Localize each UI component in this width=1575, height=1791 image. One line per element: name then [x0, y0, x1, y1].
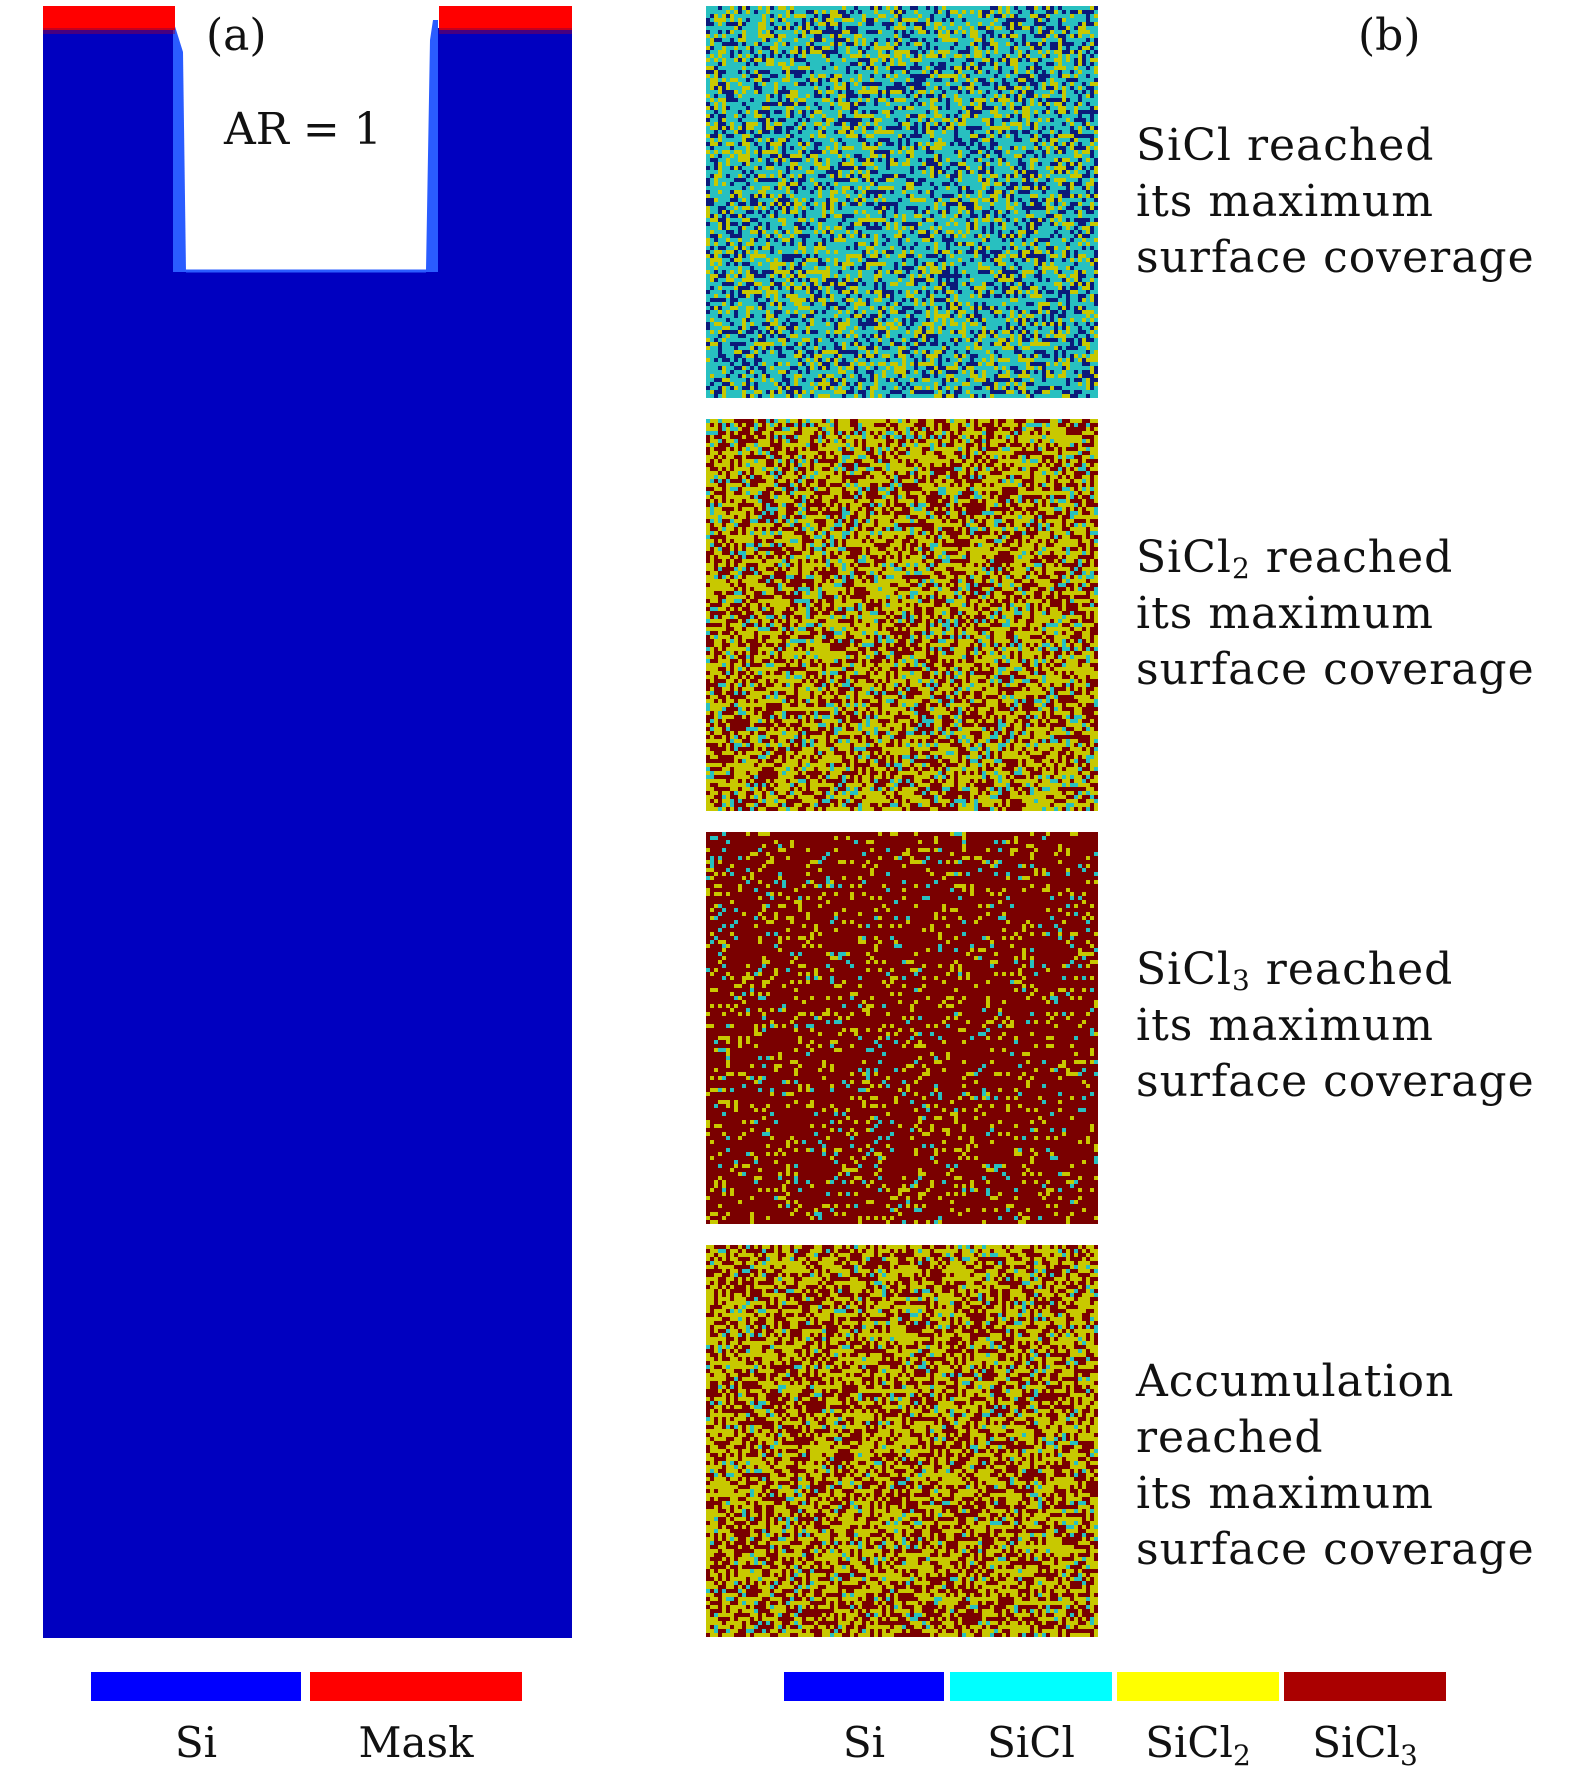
mask-left-shadow: [43, 28, 175, 34]
si-substrate: [43, 28, 572, 1638]
legend-b-swatch-sicl2: [1117, 1672, 1279, 1701]
caption-line: its maximum: [1136, 176, 1434, 227]
caption-line: surface coverage: [1136, 1056, 1535, 1107]
panel-a: (a) AR = 1: [0, 0, 600, 1791]
legend-b-label-sicl3: SiCl3: [1312, 1718, 1418, 1772]
coverage-map-sicl3: [706, 832, 1098, 1224]
legend-a-swatch-si: [91, 1672, 301, 1701]
legend-b-swatch-sicl: [950, 1672, 1112, 1701]
caption-line: SiCl3 reached: [1136, 944, 1454, 997]
caption-line: SiCl2 reached: [1136, 532, 1454, 585]
coverage-map-sicl: [706, 6, 1098, 398]
panel-b-label: (b): [1358, 10, 1421, 61]
caption-line: SiCl reached: [1136, 120, 1435, 171]
caption-line: its maximum: [1136, 588, 1434, 639]
caption-line: surface coverage: [1136, 1524, 1535, 1575]
caption-sicl3: SiCl3 reached its maximum surface covera…: [1136, 942, 1535, 1110]
caption-line: reached: [1136, 1412, 1324, 1463]
legend-a-swatch-mask: [310, 1672, 522, 1701]
caption-sicl: SiCl reached its maximum surface coverag…: [1136, 118, 1535, 286]
caption-sicl2: SiCl2 reached its maximum surface covera…: [1136, 530, 1535, 698]
caption-line: surface coverage: [1136, 232, 1535, 283]
caption-line: its maximum: [1136, 1468, 1434, 1519]
legend-b-label-sicl: SiCl: [987, 1718, 1075, 1767]
legend-a-label-si: Si: [174, 1718, 218, 1767]
trench-cross-section: [43, 0, 572, 1638]
mask-right-shadow: [439, 28, 572, 34]
legend-b-label-si: Si: [842, 1718, 886, 1767]
legend-b-label-sicl2: SiCl2: [1145, 1718, 1251, 1772]
caption-accumulation: Accumulation reached its maximum surface…: [1136, 1354, 1535, 1578]
caption-line: surface coverage: [1136, 644, 1535, 695]
caption-line: Accumulation: [1136, 1356, 1455, 1407]
aspect-ratio-annotation: AR = 1: [224, 104, 382, 155]
mask-right: [439, 6, 572, 30]
panel-a-label: (a): [206, 10, 267, 61]
left-sidewall: [173, 20, 186, 272]
trench: [180, 0, 436, 270]
coverage-map-accumulation: [706, 1245, 1098, 1637]
legend-b-swatch-si: [784, 1672, 944, 1701]
mask-left: [43, 6, 175, 30]
legend-a-label-mask: Mask: [358, 1718, 474, 1767]
coverage-map-sicl2: [706, 419, 1098, 811]
legend-b-swatch-sicl3: [1284, 1672, 1446, 1701]
caption-line: its maximum: [1136, 1000, 1434, 1051]
